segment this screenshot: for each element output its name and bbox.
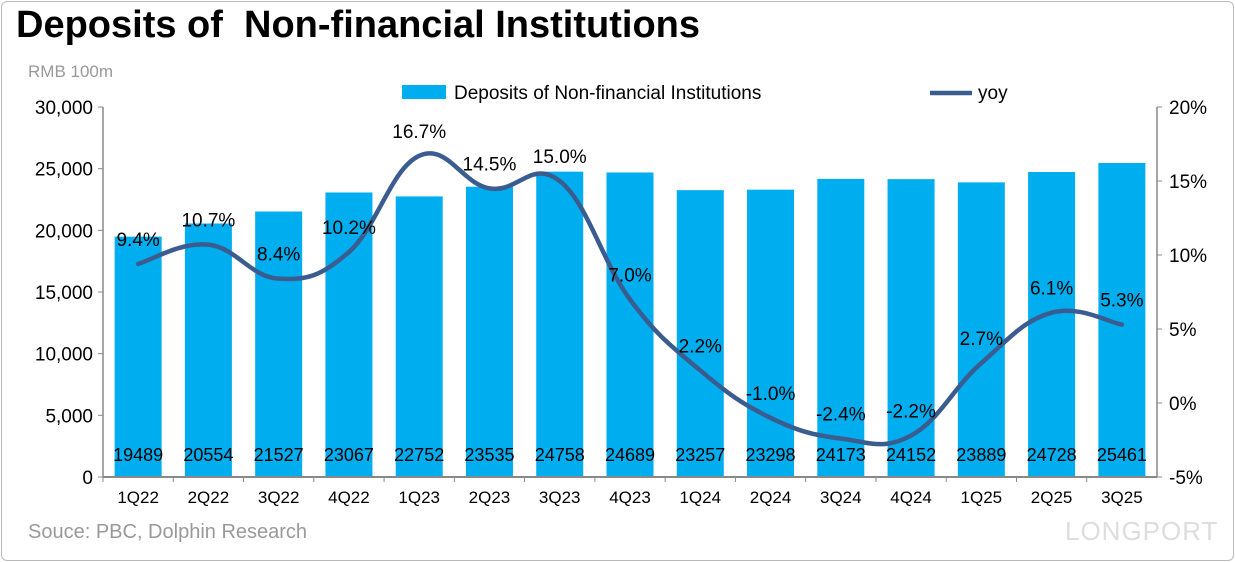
left-tick-label: 5,000 xyxy=(45,406,93,427)
bar-value-label: 21527 xyxy=(254,445,304,465)
yoy-data-label: 9.4% xyxy=(116,230,159,251)
brand-watermark: LONGPORT xyxy=(1065,516,1219,546)
bar xyxy=(184,223,232,477)
right-tick-label: 5% xyxy=(1169,320,1197,341)
bar-value-label: 25461 xyxy=(1097,445,1147,465)
bar xyxy=(395,196,443,477)
yoy-data-label: 15.0% xyxy=(533,147,587,168)
bar xyxy=(957,182,1005,477)
bar-value-label: 23298 xyxy=(746,445,796,465)
x-tick-label: 3Q25 xyxy=(1101,488,1143,507)
yoy-data-label: 14.5% xyxy=(463,154,517,175)
source-note: Souce: PBC, Dolphin Research xyxy=(28,521,308,543)
x-tick-label: 1Q22 xyxy=(117,488,159,507)
x-tick-label: 2Q25 xyxy=(1031,488,1073,507)
legend-bar-swatch xyxy=(402,85,446,99)
yoy-data-label: 8.4% xyxy=(257,245,300,266)
bar-value-label: 19489 xyxy=(113,445,163,465)
bar xyxy=(255,211,303,477)
left-tick-label: 10,000 xyxy=(35,345,93,366)
bar xyxy=(747,189,795,477)
unit-label: RMB 100m xyxy=(28,62,114,81)
bar-value-label: 24173 xyxy=(816,445,866,465)
bar xyxy=(536,171,584,477)
yoy-data-label: 10.7% xyxy=(181,211,235,232)
bar-value-label: 23889 xyxy=(956,445,1006,465)
left-tick-label: 30,000 xyxy=(35,98,93,119)
yoy-data-label: 5.3% xyxy=(1100,291,1143,312)
right-tick-label: 20% xyxy=(1169,98,1207,119)
yoy-line xyxy=(135,151,1125,447)
bar xyxy=(606,172,654,478)
yoy-data-label: 16.7% xyxy=(392,122,446,143)
yoy-data-label: 2.2% xyxy=(679,336,722,357)
x-tick-label: 2Q24 xyxy=(750,488,792,507)
bar-value-label: 23067 xyxy=(324,445,374,465)
bar xyxy=(114,236,162,477)
left-tick-label: 15,000 xyxy=(35,283,93,304)
yoy-data-label: -1.0% xyxy=(746,384,796,405)
bar-value-label: 24758 xyxy=(535,445,585,465)
bar xyxy=(1028,172,1076,477)
bar-value-label: 20554 xyxy=(183,445,233,465)
yoy-data-label: -2.4% xyxy=(816,405,866,426)
x-tick-label: 3Q22 xyxy=(258,488,300,507)
bar-value-label: 24728 xyxy=(1027,445,1077,465)
bar-value-label: 23257 xyxy=(675,445,725,465)
bar-value-label: 23535 xyxy=(464,445,514,465)
yoy-data-label: 10.2% xyxy=(322,218,376,239)
chart-title: Deposits of Non-financial Institutions xyxy=(16,4,700,46)
x-tick-label: 1Q23 xyxy=(398,488,440,507)
x-tick-label: 2Q23 xyxy=(469,488,511,507)
x-tick-label: 4Q23 xyxy=(609,488,651,507)
x-tick-label: 4Q22 xyxy=(328,488,370,507)
left-tick-label: 20,000 xyxy=(35,221,93,242)
right-tick-label: -5% xyxy=(1169,468,1203,489)
bar-value-label: 22752 xyxy=(394,445,444,465)
x-tick-label: 3Q24 xyxy=(820,488,862,507)
x-tick-label: 1Q24 xyxy=(679,488,721,507)
bar xyxy=(325,192,373,477)
bar xyxy=(887,179,935,477)
x-tick-label: 2Q22 xyxy=(188,488,230,507)
bar-value-label: 24689 xyxy=(605,445,655,465)
legend-line-label: yoy xyxy=(978,83,1008,104)
yoy-data-label: -2.2% xyxy=(886,402,936,423)
x-tick-label: 3Q23 xyxy=(539,488,581,507)
bar xyxy=(676,190,724,477)
left-tick-label: 0 xyxy=(82,468,93,489)
x-tick-label: 1Q25 xyxy=(961,488,1003,507)
bar-value-label: 24152 xyxy=(886,445,936,465)
bar xyxy=(817,178,865,477)
legend-bar-label: Deposits of Non-financial Institutions xyxy=(454,83,761,104)
right-tick-label: 10% xyxy=(1169,246,1207,267)
yoy-data-label: 6.1% xyxy=(1030,279,1073,300)
yoy-data-label: 7.0% xyxy=(608,265,651,286)
right-tick-label: 15% xyxy=(1169,172,1207,193)
left-tick-label: 25,000 xyxy=(35,160,93,181)
right-tick-label: 0% xyxy=(1169,394,1197,415)
yoy-data-label: 2.7% xyxy=(960,329,1003,350)
bar xyxy=(465,186,513,478)
x-tick-label: 4Q24 xyxy=(890,488,932,507)
